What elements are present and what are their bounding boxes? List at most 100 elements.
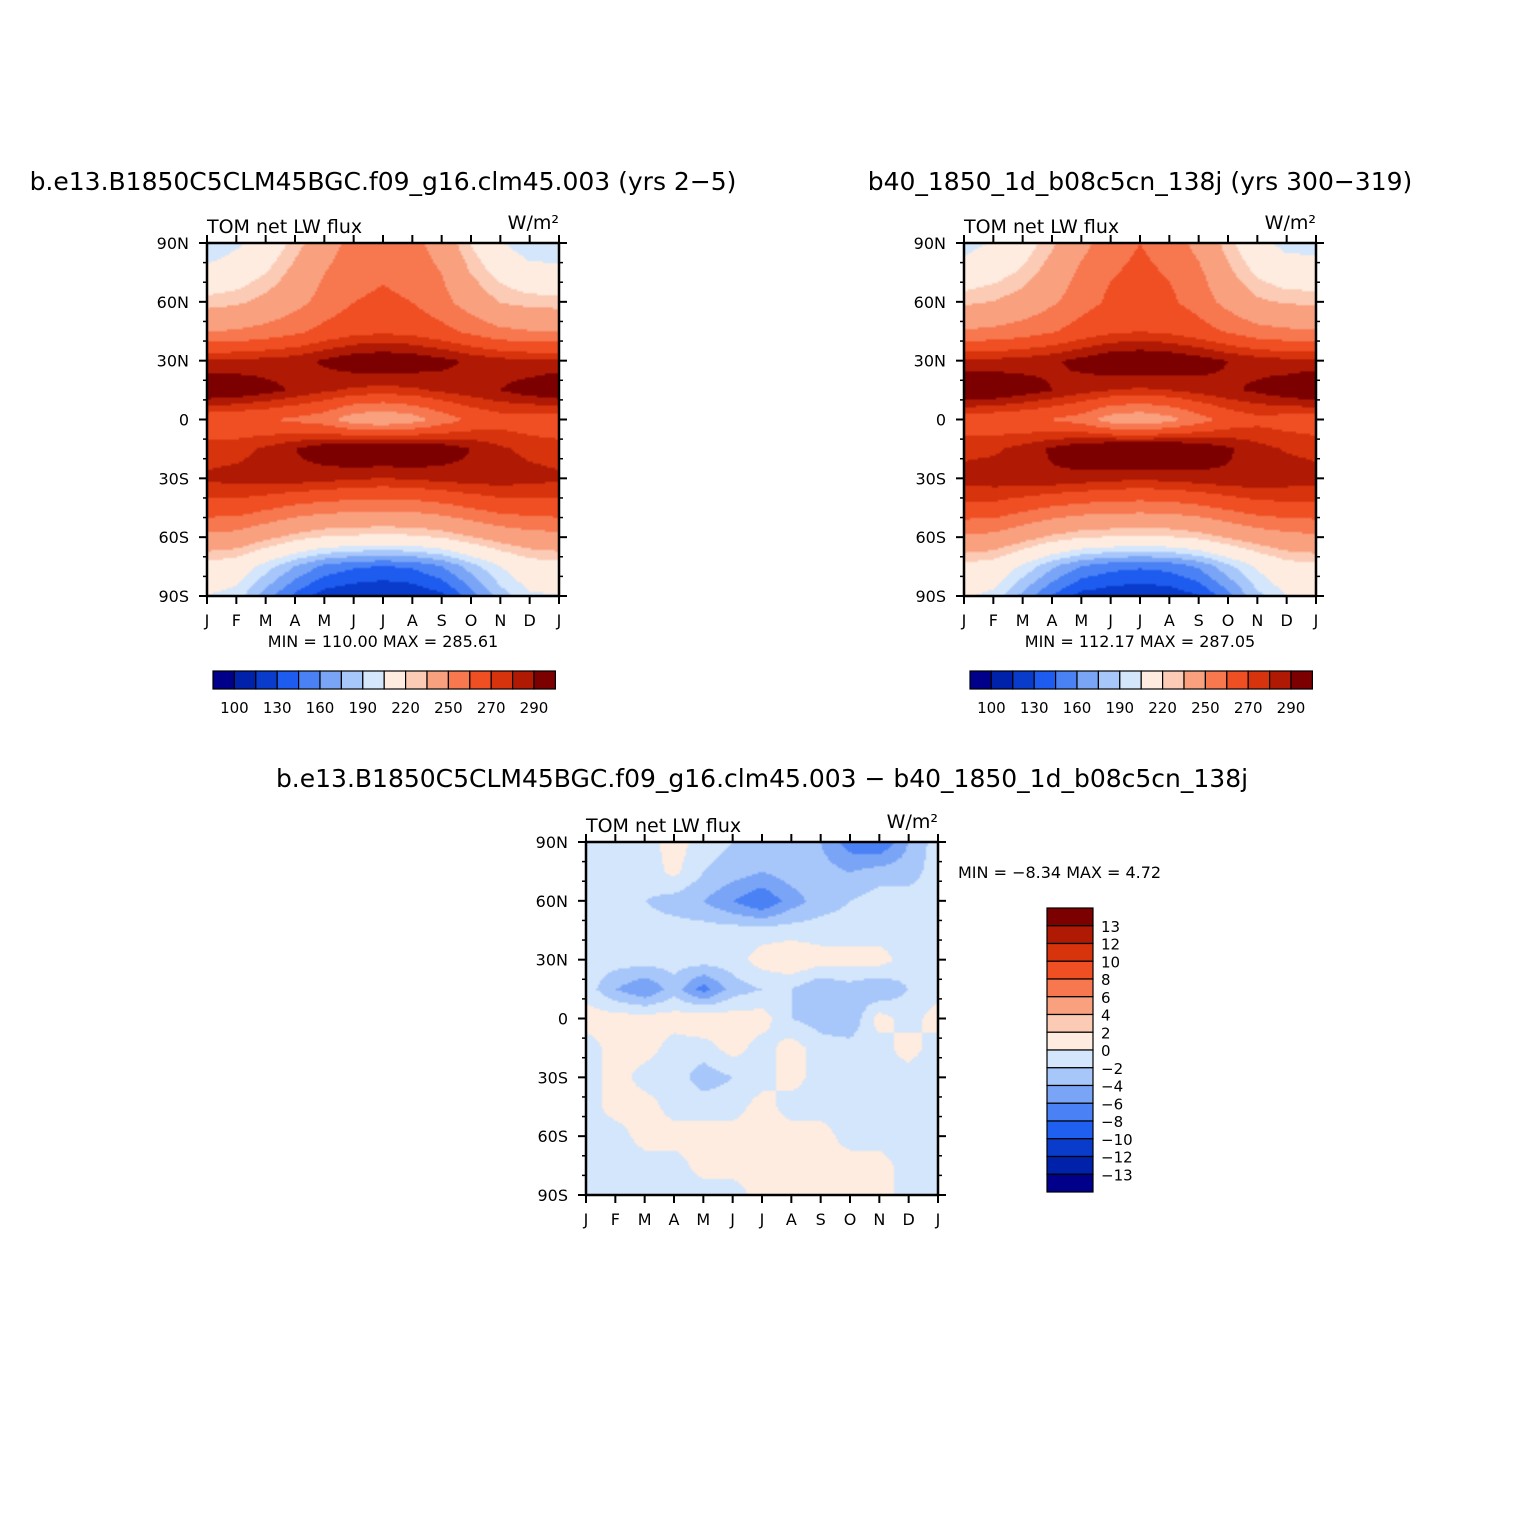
- colorbar-label: −6: [1101, 1095, 1123, 1113]
- panel-2-units: W/m²: [1265, 212, 1316, 234]
- panel-3-variable: TOM net LW flux: [585, 815, 741, 837]
- panel-2-minmax: MIN = 112.17 MAX = 287.05: [1025, 632, 1255, 651]
- colorbar-box: [1046, 1067, 1094, 1087]
- panel-2-variable: TOM net LW flux: [963, 216, 1119, 238]
- x-tick-label: O: [844, 1210, 857, 1229]
- colorbar-box: [319, 670, 342, 690]
- y-tick-label: 60S: [537, 1127, 568, 1146]
- colorbar-label: 130: [1020, 699, 1049, 717]
- panel-3: b.e13.B1850C5CLM45BGC.f09_g16.clm45.003 …: [276, 764, 1248, 1229]
- y-tick-label: 90N: [914, 234, 946, 253]
- colorbar-box: [1226, 670, 1249, 690]
- colorbar-box: [1268, 670, 1292, 690]
- colorbar-label: 220: [391, 699, 420, 717]
- colorbar-label: 190: [1105, 699, 1134, 717]
- x-tick-label: M: [259, 611, 273, 630]
- colorbar-label: 190: [348, 699, 377, 717]
- x-tick-label: J: [935, 1210, 941, 1229]
- x-tick-label: S: [437, 611, 447, 630]
- x-tick-label: N: [494, 611, 506, 630]
- x-tick-label: M: [696, 1210, 710, 1229]
- colorbar-box: [1046, 1102, 1094, 1122]
- y-tick-label: 60N: [157, 293, 189, 312]
- colorbar-label: 4: [1101, 1007, 1111, 1025]
- colorbar-box: [1046, 1013, 1094, 1033]
- colorbar-label: 130: [263, 699, 292, 717]
- colorbar-label: 250: [1191, 699, 1220, 717]
- colorbar-label: −12: [1101, 1149, 1133, 1167]
- colorbar-box: [340, 670, 364, 690]
- colorbar-label: −8: [1101, 1113, 1123, 1131]
- colorbar-label: 160: [306, 699, 335, 717]
- colorbar-box: [276, 670, 300, 690]
- colorbar-box: [1183, 670, 1206, 690]
- y-tick-label: 30N: [914, 352, 946, 371]
- x-tick-label: J: [380, 611, 386, 630]
- x-tick-label: A: [1047, 611, 1058, 630]
- y-tick-label: 30S: [158, 469, 189, 488]
- colorbar-box: [383, 670, 407, 690]
- colorbar-box: [233, 670, 257, 690]
- colorbar-box: [1046, 925, 1094, 945]
- x-tick-label: A: [669, 1210, 680, 1229]
- panel-2-title: b40_1850_1d_b08c5cn_138j (yrs 300−319): [868, 167, 1413, 196]
- heatmap-field: [586, 842, 938, 1195]
- colorbar-box: [1097, 670, 1121, 690]
- y-tick-label: 60N: [914, 293, 946, 312]
- x-tick-label: A: [786, 1210, 797, 1229]
- y-tick-label: 90N: [536, 833, 568, 852]
- y-tick-label: 0: [936, 411, 946, 430]
- colorbar-label: 12: [1101, 936, 1120, 954]
- y-tick-label: 90N: [157, 234, 189, 253]
- panel-1: b.e13.B1850C5CLM45BGC.f09_g16.clm45.003 …: [30, 167, 737, 717]
- x-tick-label: A: [1164, 611, 1175, 630]
- colorbar-label: 100: [220, 699, 249, 717]
- colorbar-box: [1046, 1049, 1094, 1069]
- colorbar-box: [1046, 1031, 1094, 1051]
- colorbar-box: [255, 670, 278, 690]
- colorbar-box: [1140, 670, 1164, 690]
- x-tick-label: O: [1222, 611, 1235, 630]
- x-tick-label: J: [350, 611, 356, 630]
- colorbar-box: [447, 670, 471, 690]
- colorbar-box: [212, 670, 235, 690]
- colorbar-label: 10: [1101, 953, 1120, 971]
- panel-3-title: b.e13.B1850C5CLM45BGC.f09_g16.clm45.003 …: [276, 764, 1248, 793]
- panel-1-title: b.e13.B1850C5CLM45BGC.f09_g16.clm45.003 …: [30, 167, 737, 196]
- panel-3-units: W/m²: [887, 811, 938, 833]
- y-tick-label: 60S: [158, 528, 189, 547]
- y-tick-label: 30S: [537, 1068, 568, 1087]
- x-tick-label: D: [903, 1210, 915, 1229]
- x-tick-label: D: [1281, 611, 1293, 630]
- colorbar-box: [533, 670, 556, 690]
- x-tick-label: F: [611, 1210, 620, 1229]
- colorbar-label: 250: [434, 699, 463, 717]
- heatmap-field: [964, 243, 1316, 596]
- x-tick-label: J: [1313, 611, 1319, 630]
- x-tick-label: F: [989, 611, 998, 630]
- colorbar-box: [1012, 670, 1035, 690]
- colorbar-box: [298, 670, 321, 690]
- y-tick-label: 90S: [537, 1186, 568, 1205]
- colorbar-label: 290: [1277, 699, 1306, 717]
- heatmap-field: [207, 243, 559, 596]
- panel-2-colorbar: 100 130 160 190 220 250 270 290: [969, 670, 1313, 717]
- x-tick-label: J: [759, 1210, 765, 1229]
- x-tick-label: D: [524, 611, 536, 630]
- colorbar-box: [1046, 1155, 1094, 1175]
- colorbar-box: [1046, 942, 1094, 962]
- panel-3-minmax: MIN = −8.34 MAX = 4.72: [958, 863, 1161, 882]
- colorbar-label: 100: [977, 699, 1006, 717]
- colorbar-box: [1046, 996, 1094, 1016]
- x-tick-label: N: [873, 1210, 885, 1229]
- colorbar-label: 160: [1063, 699, 1092, 717]
- panel-1-units: W/m²: [508, 212, 559, 234]
- colorbar-label: −2: [1101, 1060, 1123, 1078]
- colorbar-label: 270: [1234, 699, 1263, 717]
- colorbar-label: 6: [1101, 989, 1111, 1007]
